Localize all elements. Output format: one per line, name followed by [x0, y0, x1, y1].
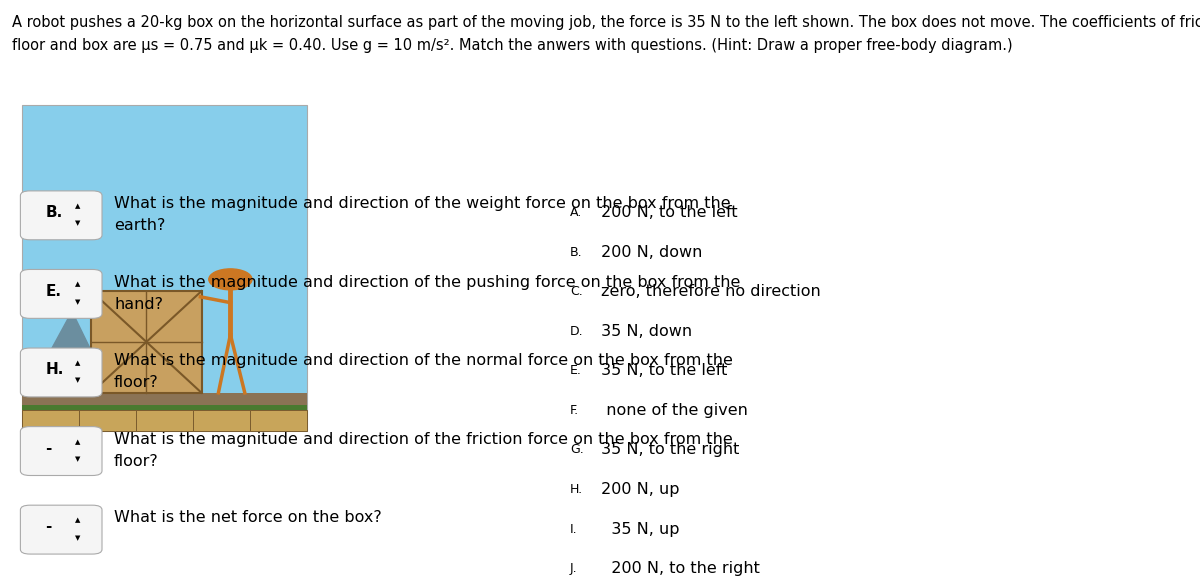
Text: 35 N, to the right: 35 N, to the right: [596, 442, 739, 457]
FancyBboxPatch shape: [20, 269, 102, 318]
Text: 35 N, up: 35 N, up: [596, 521, 680, 537]
Text: ▼: ▼: [76, 535, 80, 541]
FancyBboxPatch shape: [79, 410, 136, 431]
FancyBboxPatch shape: [20, 348, 102, 397]
Text: ▼: ▼: [76, 456, 80, 462]
Text: G.: G.: [570, 443, 583, 456]
FancyBboxPatch shape: [136, 410, 193, 431]
FancyBboxPatch shape: [22, 405, 307, 410]
Text: -: -: [46, 519, 52, 534]
Text: floor?: floor?: [114, 454, 158, 469]
FancyBboxPatch shape: [20, 427, 102, 475]
Text: 200 N, to the right: 200 N, to the right: [596, 561, 761, 576]
Text: ▲: ▲: [76, 360, 80, 366]
Text: none of the given: none of the given: [596, 403, 749, 418]
Text: earth?: earth?: [114, 218, 166, 233]
Text: What is the magnitude and direction of the weight force on the box from the: What is the magnitude and direction of t…: [114, 196, 731, 211]
FancyBboxPatch shape: [22, 393, 307, 431]
Polygon shape: [28, 311, 112, 393]
Text: J.: J.: [570, 562, 577, 575]
Text: B.: B.: [46, 205, 62, 220]
Circle shape: [209, 269, 252, 290]
FancyBboxPatch shape: [22, 105, 307, 431]
FancyBboxPatch shape: [20, 191, 102, 240]
Text: 35 N, to the left: 35 N, to the left: [596, 363, 727, 378]
Text: ▲: ▲: [76, 203, 80, 209]
Text: ▲: ▲: [76, 439, 80, 445]
Text: A.: A.: [570, 206, 582, 219]
Text: H.: H.: [570, 483, 583, 496]
Text: floor and box are μs = 0.75 and μk = 0.40. Use g = 10 m/s². Match the anwers wit: floor and box are μs = 0.75 and μk = 0.4…: [12, 38, 1013, 53]
Text: ▲: ▲: [76, 517, 80, 523]
Text: F.: F.: [570, 404, 580, 417]
Text: E.: E.: [46, 283, 61, 299]
FancyBboxPatch shape: [193, 410, 250, 431]
Text: I.: I.: [570, 523, 577, 535]
Text: B.: B.: [570, 246, 583, 258]
Text: ▲: ▲: [76, 282, 80, 288]
Text: -: -: [46, 441, 52, 456]
Text: H.: H.: [46, 362, 64, 377]
Text: A robot pushes a 20-kg box on the horizontal surface as part of the moving job, : A robot pushes a 20-kg box on the horizo…: [12, 15, 1200, 30]
Text: 200 N, up: 200 N, up: [596, 482, 680, 497]
Polygon shape: [64, 323, 160, 393]
Text: 200 N, to the left: 200 N, to the left: [596, 205, 738, 220]
FancyBboxPatch shape: [20, 505, 102, 554]
Text: ▼: ▼: [76, 378, 80, 384]
Text: What is the magnitude and direction of the pushing force on the box from the: What is the magnitude and direction of t…: [114, 275, 740, 290]
Text: hand?: hand?: [114, 297, 163, 312]
Text: What is the magnitude and direction of the friction force on the box from the: What is the magnitude and direction of t…: [114, 432, 733, 447]
FancyBboxPatch shape: [250, 410, 307, 431]
Text: D.: D.: [570, 325, 583, 338]
Text: ▼: ▼: [76, 221, 80, 226]
Text: C.: C.: [570, 285, 583, 298]
Text: What is the magnitude and direction of the normal force on the box from the: What is the magnitude and direction of t…: [114, 353, 733, 368]
Text: 35 N, down: 35 N, down: [596, 324, 692, 339]
Text: zero, therefore no direction: zero, therefore no direction: [596, 284, 821, 299]
Text: What is the net force on the box?: What is the net force on the box?: [114, 510, 382, 526]
Text: E.: E.: [570, 364, 582, 377]
Text: 200 N, down: 200 N, down: [596, 244, 703, 260]
FancyBboxPatch shape: [91, 291, 202, 393]
Text: floor?: floor?: [114, 375, 158, 391]
Text: ▼: ▼: [76, 299, 80, 305]
FancyBboxPatch shape: [22, 410, 79, 431]
